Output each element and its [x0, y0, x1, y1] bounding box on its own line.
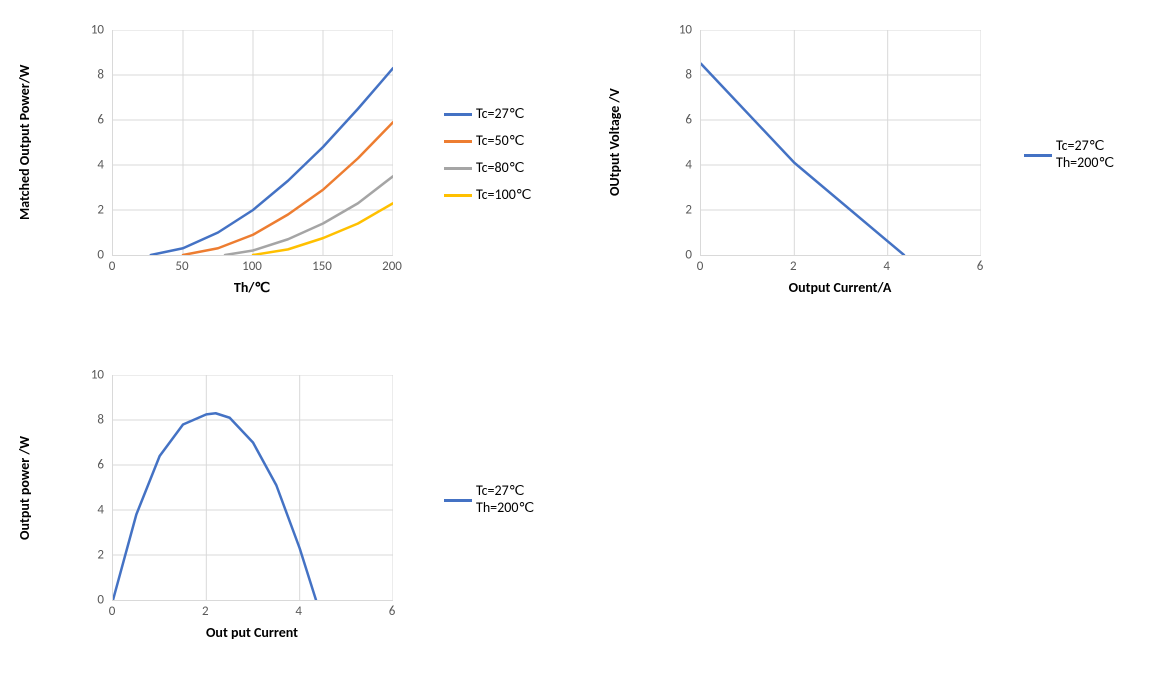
chart3-series: [113, 375, 393, 600]
x-tick-label: 6: [389, 604, 396, 619]
chart1-series: [113, 30, 393, 255]
chart2-series: [701, 30, 981, 255]
x-tick-label: 6: [977, 259, 984, 274]
chart3-legend: Tc=27℃Th=200℃: [444, 483, 534, 517]
legend-swatch: [444, 194, 472, 197]
chart3-plot: [112, 375, 393, 601]
legend-swatch: [444, 167, 472, 170]
legend-swatch: [444, 140, 472, 143]
chart1-box: Matched Output Power/W Th/℃ 050100150200…: [10, 10, 420, 300]
y-tick-label: 8: [97, 413, 104, 428]
x-tick-label: 0: [109, 604, 116, 619]
y-tick-label: 6: [97, 113, 104, 128]
y-tick-label: 4: [97, 503, 104, 518]
legend-item: Tc=27℃Th=200℃: [1024, 138, 1114, 172]
y-tick-label: 4: [97, 158, 104, 173]
x-tick-label: 50: [175, 259, 188, 274]
chart3-box: Output power /W Out put Current 0 2 4 6 0 2 4 6…: [10, 355, 420, 645]
legend-item: Tc=50℃: [444, 133, 532, 150]
y-tick-label: 2: [97, 548, 104, 563]
x-tick-label: 2: [202, 604, 209, 619]
y-tick-label: 0: [97, 593, 104, 608]
legend-item: Tc=100℃: [444, 187, 532, 204]
chart-voltage-vs-current: OUtput Voltage /V Output Current/A 0 2 4 6 0…: [600, 10, 1114, 300]
x-tick-label: 4: [883, 259, 890, 274]
legend-swatch: [444, 499, 472, 502]
x-tick-label: 2: [790, 259, 797, 274]
chart1-ylabel: Matched Output Power/W: [16, 30, 33, 255]
y-tick-label: 10: [91, 368, 104, 383]
chart-power-vs-current: Output power /W Out put Current 0 2 4 6 0 2 4 6…: [10, 355, 534, 645]
legend-item: Tc=80℃: [444, 160, 532, 177]
y-tick-label: 8: [685, 68, 692, 83]
page: Matched Output Power/W Th/℃ 050100150200…: [0, 0, 1152, 685]
chart2-xlabel: Output Current/A: [700, 279, 980, 296]
chart2-plot: [700, 30, 981, 256]
y-tick-label: 6: [97, 458, 104, 473]
legend-label: Tc=27℃Th=200℃: [476, 483, 534, 517]
chart1-legend: Tc=27℃ Tc=50℃ Tc=80℃ Tc=100℃: [444, 106, 532, 203]
y-tick-label: 10: [679, 23, 692, 38]
legend-label: Tc=50℃: [476, 133, 524, 150]
legend-item: Tc=27℃Th=200℃: [444, 483, 534, 517]
chart-power-vs-th: Matched Output Power/W Th/℃ 050100150200…: [10, 10, 532, 300]
legend-swatch: [444, 113, 472, 116]
x-tick-label: 150: [312, 259, 332, 274]
legend-swatch: [1024, 154, 1052, 157]
chart1-plot: [112, 30, 393, 256]
y-tick-label: 2: [685, 203, 692, 218]
y-tick-label: 0: [685, 248, 692, 263]
x-tick-label: 0: [109, 259, 116, 274]
y-tick-label: 2: [97, 203, 104, 218]
x-tick-label: 0: [697, 259, 704, 274]
chart2-box: OUtput Voltage /V Output Current/A 0 2 4 6 0…: [600, 10, 1000, 300]
legend-label: Tc=80℃: [476, 160, 524, 177]
x-tick-label: 100: [242, 259, 262, 274]
y-tick-label: 10: [91, 23, 104, 38]
legend-label: Tc=27℃: [476, 106, 524, 123]
y-tick-label: 0: [97, 248, 104, 263]
chart1-xlabel: Th/℃: [112, 279, 392, 296]
chart3-xlabel: Out put Current: [112, 624, 392, 641]
legend-label: Tc=100℃: [476, 187, 532, 204]
y-tick-label: 8: [97, 68, 104, 83]
chart3-ylabel: Output power /W: [16, 375, 33, 600]
y-tick-label: 6: [685, 113, 692, 128]
x-tick-label: 200: [382, 259, 402, 274]
x-tick-label: 4: [295, 604, 302, 619]
legend-label: Tc=27℃Th=200℃: [1056, 138, 1114, 172]
legend-item: Tc=27℃: [444, 106, 532, 123]
y-tick-label: 4: [685, 158, 692, 173]
chart2-legend: Tc=27℃Th=200℃: [1024, 138, 1114, 172]
chart2-ylabel: OUtput Voltage /V: [606, 30, 623, 255]
